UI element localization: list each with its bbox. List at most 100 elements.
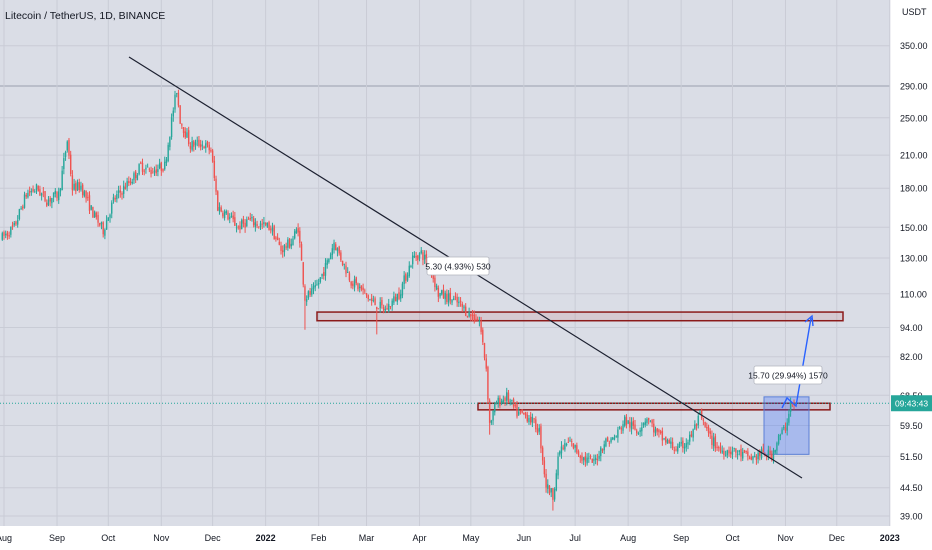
- candle-body: [381, 300, 383, 306]
- candle-body: [683, 446, 686, 449]
- candle-body: [572, 443, 575, 449]
- candle-body: [304, 286, 306, 301]
- price-tick-label: 59.50: [900, 421, 923, 431]
- candle-body: [69, 154, 72, 175]
- candle-body: [552, 488, 554, 500]
- candle-body: [559, 451, 561, 455]
- candle-body: [223, 211, 226, 219]
- candle-body: [389, 306, 392, 308]
- candle-body: [473, 314, 475, 321]
- candle-body: [263, 222, 265, 225]
- candle-body: [136, 175, 139, 181]
- candle-body: [579, 456, 581, 458]
- candle-body: [636, 430, 638, 434]
- candle-body: [548, 485, 551, 494]
- candle-body: [685, 443, 687, 448]
- candle-body: [745, 450, 747, 453]
- candle-body: [675, 449, 677, 451]
- candle-body: [415, 256, 417, 258]
- price-tick-label: 44.50: [900, 483, 923, 493]
- candle-body: [649, 421, 652, 423]
- candle-body: [692, 429, 694, 438]
- candle-body: [726, 450, 729, 456]
- candle-body: [146, 166, 149, 168]
- candle-body: [565, 443, 568, 446]
- candle-body: [246, 219, 248, 227]
- candle-body: [507, 392, 510, 403]
- candle-body: [449, 292, 452, 301]
- candle-body: [642, 423, 645, 426]
- candle-body: [278, 241, 281, 245]
- candle-body: [117, 190, 120, 194]
- candle-body: [422, 252, 424, 261]
- candle-body: [755, 456, 758, 460]
- candle-body: [386, 307, 388, 310]
- candle-body: [68, 139, 70, 156]
- candle-body: [458, 301, 460, 304]
- candle-body: [268, 222, 270, 230]
- candle-body: [690, 434, 693, 437]
- candle-body: [639, 430, 641, 433]
- price-tick-label: 180.00: [900, 184, 928, 194]
- candle-body: [772, 450, 775, 460]
- candle-body: [665, 436, 667, 443]
- candle-body: [677, 446, 679, 452]
- candle-body: [468, 312, 470, 317]
- candle-body: [435, 285, 438, 290]
- candle-body: [504, 397, 506, 402]
- candle-body: [76, 182, 79, 191]
- candle-body: [526, 414, 528, 422]
- candle-body: [574, 444, 576, 448]
- candle-body: [157, 169, 159, 172]
- candle-body: [641, 427, 643, 432]
- candle-body: [309, 291, 311, 295]
- candle-body: [529, 416, 532, 423]
- candle-body: [596, 459, 599, 461]
- candle-body: [140, 162, 142, 164]
- candle-body: [470, 313, 472, 317]
- candle-body: [97, 215, 99, 223]
- candle-body: [145, 167, 147, 170]
- candle-body: [605, 438, 607, 447]
- candle-body: [465, 306, 467, 316]
- candle-body: [478, 320, 481, 322]
- candle-body: [789, 402, 792, 412]
- candle-body: [165, 159, 168, 164]
- candle-body: [251, 217, 253, 219]
- candle-body: [388, 304, 390, 312]
- candle-body: [488, 400, 491, 423]
- price-tick-label: 39.00: [900, 512, 923, 522]
- candle-body: [553, 489, 556, 500]
- candle-body: [85, 190, 87, 199]
- candle-body: [99, 223, 101, 226]
- price-tick-label: 210.00: [900, 151, 928, 161]
- measure-label-2: 15.70 (29.94%) 1570: [748, 371, 828, 381]
- candle-body: [417, 255, 419, 261]
- candle-body: [379, 301, 381, 309]
- candle-body: [499, 397, 501, 407]
- candle-body: [34, 190, 36, 192]
- candle-body: [93, 211, 96, 218]
- candle-body: [143, 170, 145, 172]
- candle-body: [620, 428, 623, 430]
- candle-body: [569, 440, 571, 442]
- candle-body: [311, 288, 313, 295]
- candle-body: [718, 447, 720, 449]
- candle-body: [71, 175, 74, 191]
- candle-body: [196, 140, 198, 142]
- candle-body: [629, 421, 631, 428]
- candle-body: [176, 93, 178, 95]
- candle-body: [22, 206, 24, 209]
- candle-body: [59, 188, 62, 192]
- price-axis[interactable]: 350.00 290.00 250.00 210.00 180.00 150.00 130.…: [891, 41, 932, 522]
- candle-body: [75, 183, 77, 192]
- candle-body: [577, 451, 580, 455]
- candle-body: [343, 263, 345, 265]
- candle-body: [377, 308, 380, 310]
- time-axis[interactable]: Aug Sep Oct Nov Dec 2022 Feb Mar Apr May Jun Jul Aug…: [0, 533, 900, 543]
- candle-body: [326, 260, 328, 265]
- current-price-badge: [891, 395, 932, 412]
- candle-body: [181, 124, 183, 126]
